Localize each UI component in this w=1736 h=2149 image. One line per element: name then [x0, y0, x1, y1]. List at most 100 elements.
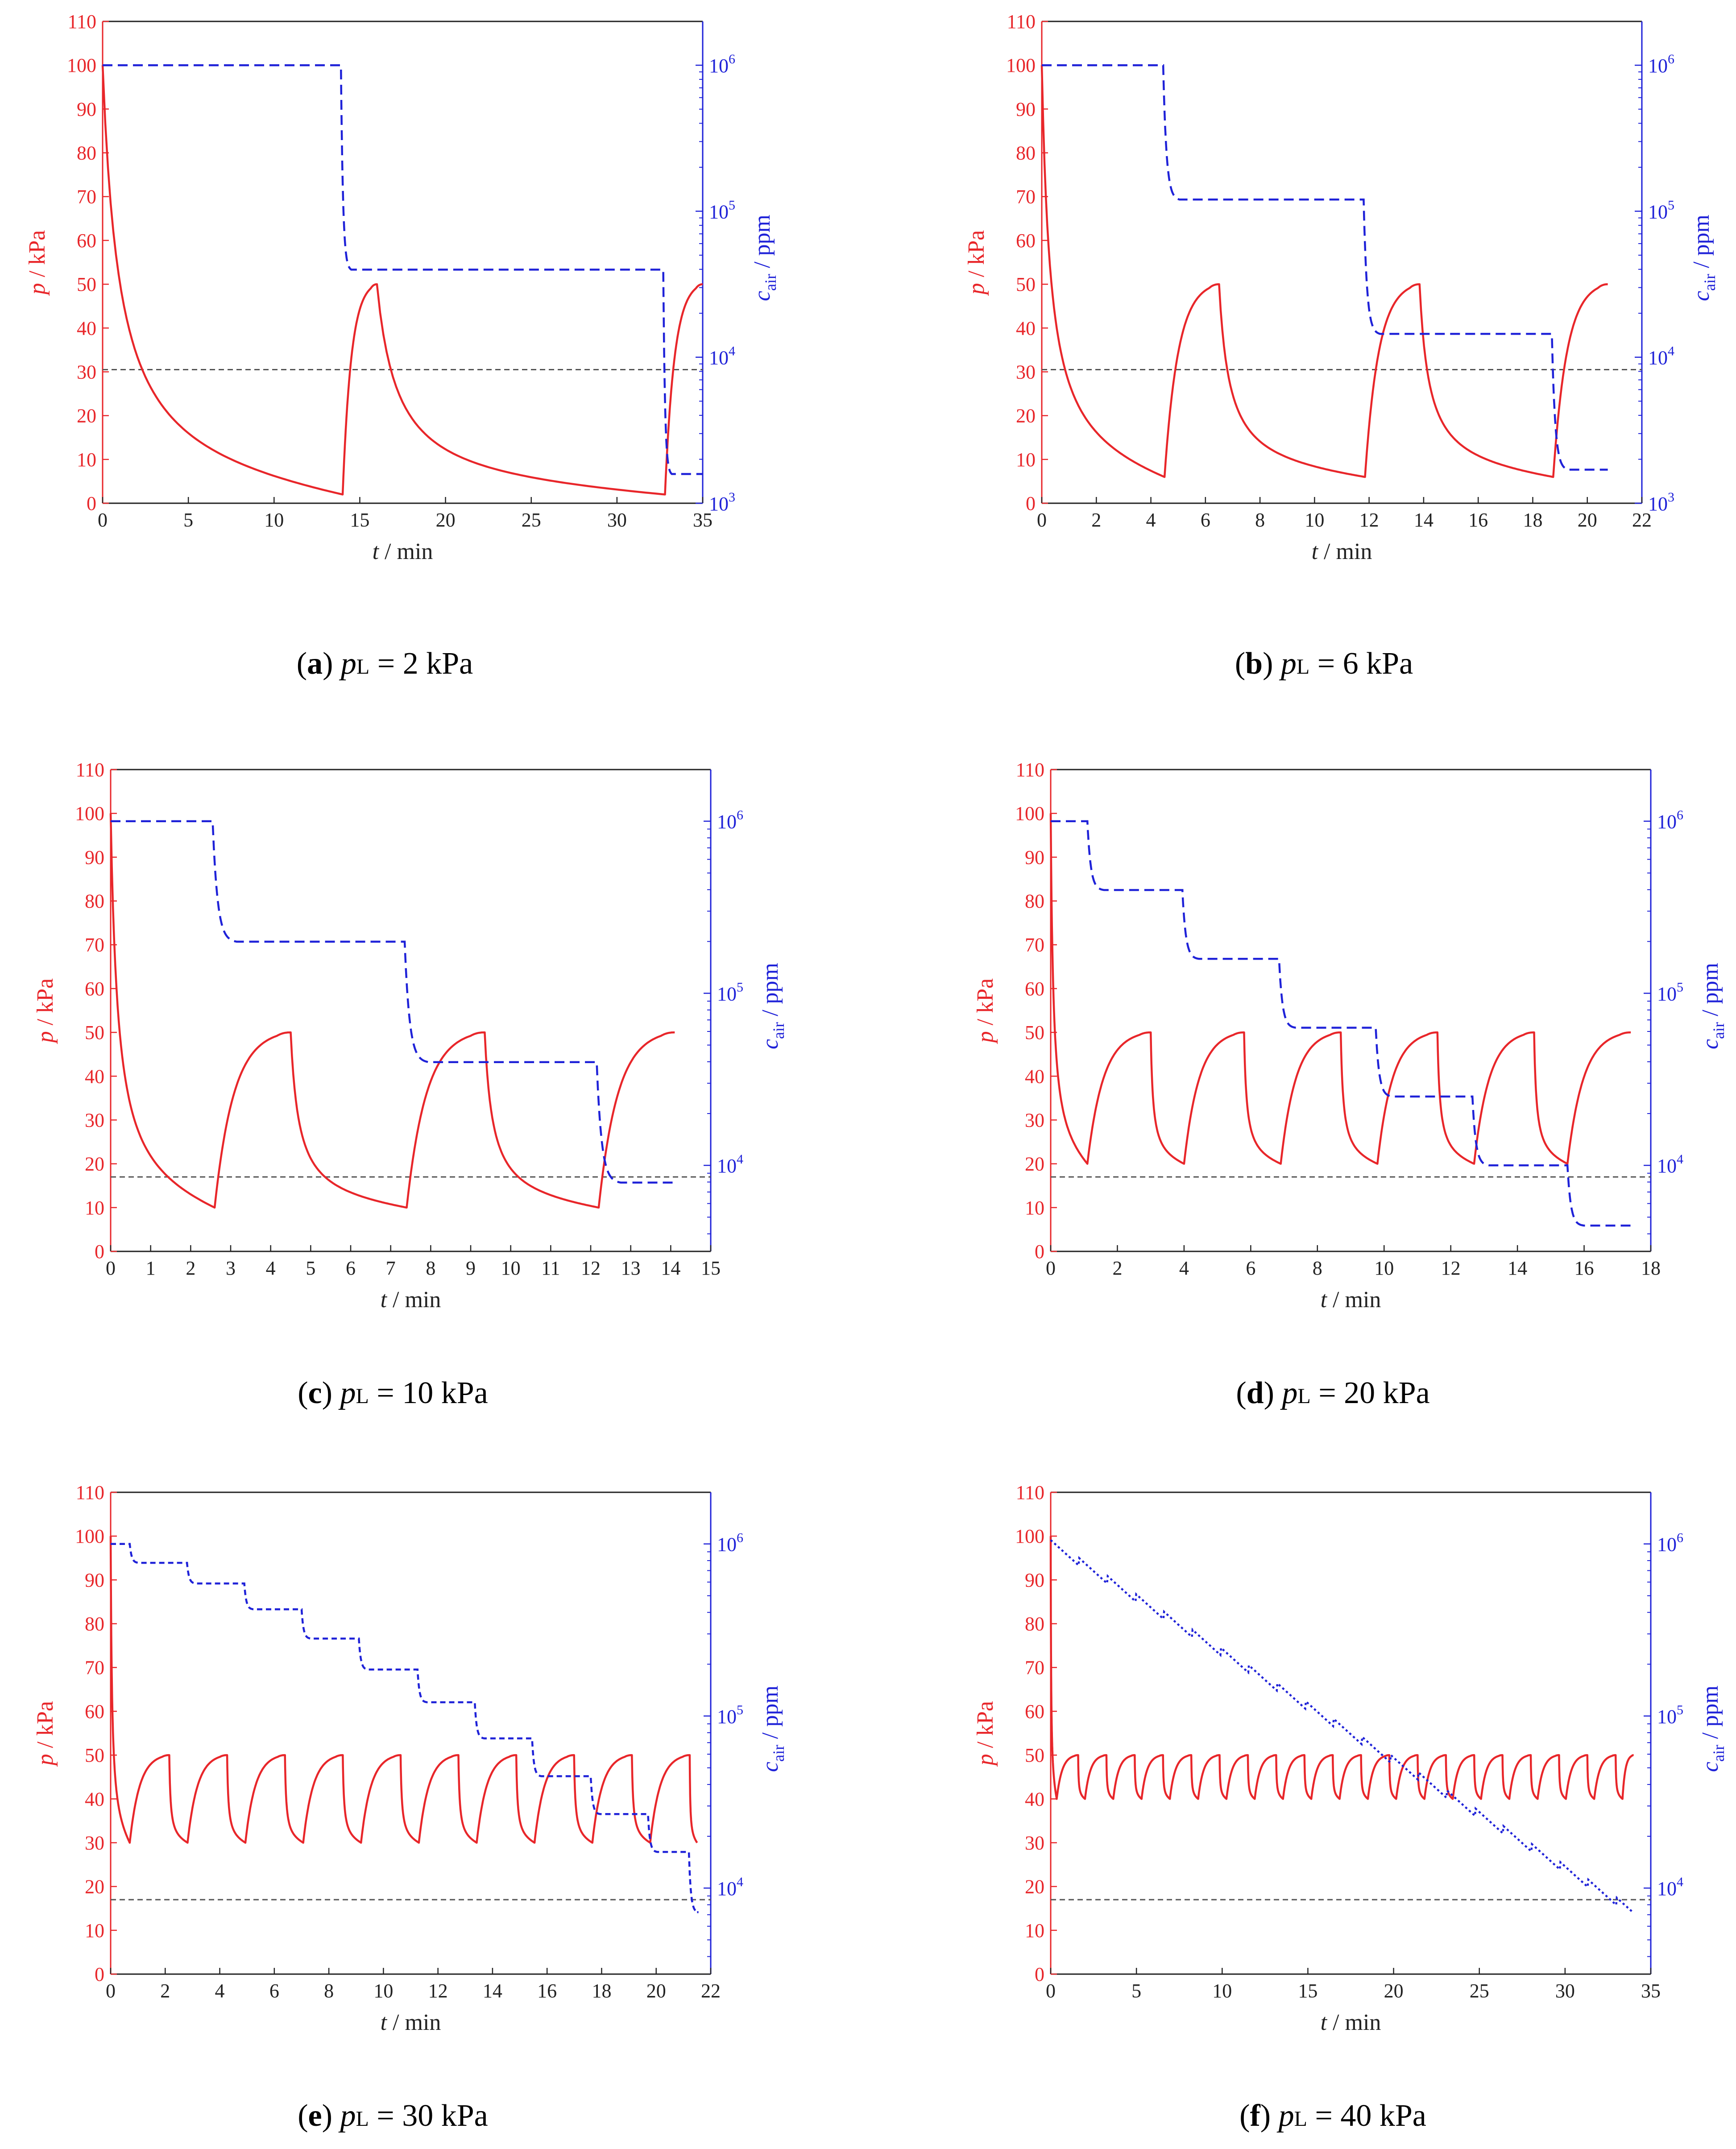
concentration-series-line: [103, 64, 703, 475]
pressure-series-line: [109, 813, 675, 1209]
x-tick-label: 15: [701, 1257, 721, 1279]
y2-tick-label: 104: [709, 344, 735, 369]
x-tick-label: 16: [1574, 1257, 1594, 1279]
y-tick-label: 30: [1025, 1832, 1044, 1854]
y2-tick-label: 106: [1648, 52, 1674, 77]
concentration-series-line: [111, 820, 675, 1184]
y-tick-label: 20: [1025, 1153, 1044, 1175]
x-tick-label: 10: [501, 1257, 521, 1279]
x-tick-label: 8: [1255, 509, 1265, 531]
x-tick-label: 6: [269, 1980, 279, 2002]
y-axis-title: p / kPa: [33, 978, 58, 1044]
concentration-series-line: [111, 1543, 699, 1913]
y-tick-label: 90: [85, 846, 104, 868]
y-tick-label: 70: [85, 934, 104, 956]
x-tick-label: 5: [1131, 1980, 1141, 2002]
x-tick-label: 4: [215, 1980, 225, 2002]
x-tick-label: 0: [1046, 1980, 1056, 2002]
x-axis-title: t / min: [381, 1287, 441, 1313]
x-tick-label: 0: [106, 1980, 116, 2002]
panel-caption: (e) pL = 30 kPa: [298, 2099, 488, 2133]
x-tick-label: 2: [186, 1257, 195, 1279]
y2-axis-title: cair / ppm: [750, 215, 779, 301]
x-tick-label: 20: [1578, 509, 1597, 531]
y-tick-label: 70: [77, 186, 96, 208]
x-tick-label: 7: [386, 1257, 396, 1279]
y2-tick-label: 105: [709, 198, 735, 223]
y-tick-label: 60: [1025, 1701, 1044, 1723]
pressure-series-line: [1040, 65, 1608, 478]
x-tick-label: 30: [1555, 1980, 1575, 2002]
x-tick-label: 25: [522, 509, 541, 531]
panel-a: 0 5 10 15 20 25 30 35 0 10 20 30 40 50 60 70 80 90 100 110 1…: [25, 11, 779, 681]
y2-tick-label: 105: [1657, 1702, 1683, 1727]
y-tick-label: 10: [85, 1197, 104, 1219]
y2-tick-label: 104: [717, 1152, 743, 1177]
y2-tick-label: 105: [1657, 980, 1683, 1005]
x-tick-label: 12: [1441, 1257, 1461, 1279]
y-tick-label: 80: [1025, 1613, 1044, 1635]
x-tick-label: 10: [1305, 509, 1324, 531]
x-tick-label: 10: [1212, 1980, 1232, 2002]
y-tick-label: 20: [85, 1153, 104, 1175]
y-tick-label: 100: [75, 1525, 104, 1547]
x-tick-label: 1: [146, 1257, 156, 1279]
y-tick-label: 40: [1016, 317, 1036, 339]
y2-tick-label: 105: [717, 980, 743, 1005]
x-tick-label: 0: [98, 509, 108, 531]
x-tick-label: 20: [1384, 1980, 1404, 2002]
panel-f: 0 5 10 15 20 25 30 35 0 10 20 30 40 50 60 70 80 90 100 110 1…: [973, 1482, 1728, 2133]
x-tick-label: 6: [346, 1257, 356, 1279]
y-tick-label: 40: [1025, 1788, 1044, 1810]
y-tick-label: 100: [67, 54, 96, 76]
x-tick-label: 14: [1414, 509, 1434, 531]
x-tick-label: 10: [373, 1980, 393, 2002]
x-tick-label: 22: [1632, 509, 1652, 531]
x-axis-title: t / min: [1312, 539, 1372, 564]
y2-tick-label: 104: [1648, 344, 1674, 369]
x-tick-label: 18: [592, 1980, 611, 2002]
y-tick-label: 20: [85, 1876, 104, 1898]
panel-c: 0 1 2 3 4 5 6 7 8 9 10 11 12 13 14 15010203040506070809…: [33, 759, 787, 1410]
x-tick-label: 14: [483, 1980, 502, 2002]
y2-axis-title: cair / ppm: [1689, 215, 1719, 301]
x-tick-label: 12: [428, 1980, 448, 2002]
y-tick-label: 80: [85, 890, 104, 912]
x-tick-label: 35: [1641, 1980, 1661, 2002]
x-tick-label: 12: [1359, 509, 1379, 531]
x-tick-label: 11: [541, 1257, 560, 1279]
y-tick-label: 110: [68, 11, 96, 33]
x-tick-label: 15: [350, 509, 369, 531]
x-tick-label: 8: [1313, 1257, 1322, 1279]
x-tick-label: 20: [436, 509, 456, 531]
x-tick-label: 4: [1146, 509, 1156, 531]
y-tick-label: 110: [1016, 759, 1044, 781]
y2-axis-title: cair / ppm: [1698, 1685, 1728, 1772]
x-tick-label: 4: [266, 1257, 276, 1279]
y-tick-label: 10: [1016, 449, 1036, 471]
y-tick-label: 10: [85, 1920, 104, 1942]
y-tick-label: 60: [1016, 230, 1036, 252]
y-tick-label: 40: [85, 1065, 104, 1087]
x-tick-label: 2: [1091, 509, 1101, 531]
y-tick-label: 110: [1016, 1482, 1044, 1503]
y-tick-label: 100: [75, 803, 104, 824]
concentration-series-line: [1042, 64, 1608, 471]
y-tick-label: 30: [1025, 1109, 1044, 1131]
y-tick-label: 80: [1016, 142, 1036, 164]
y-tick-label: 60: [1025, 978, 1044, 1000]
x-tick-label: 30: [607, 509, 627, 531]
y2-tick-label: 106: [709, 52, 735, 77]
x-tick-label: 9: [466, 1257, 476, 1279]
x-tick-label: 2: [160, 1980, 170, 2002]
y-tick-label: 50: [1025, 1744, 1044, 1766]
y-tick-label: 80: [1025, 890, 1044, 912]
y-tick-label: 70: [85, 1657, 104, 1679]
x-axis-title: t / min: [381, 2010, 441, 2035]
x-tick-label: 35: [693, 509, 713, 531]
y-tick-label: 40: [1025, 1065, 1044, 1087]
x-tick-label: 2: [1112, 1257, 1122, 1279]
y-tick-label: 80: [77, 142, 96, 164]
y2-tick-label: 104: [1657, 1875, 1683, 1900]
